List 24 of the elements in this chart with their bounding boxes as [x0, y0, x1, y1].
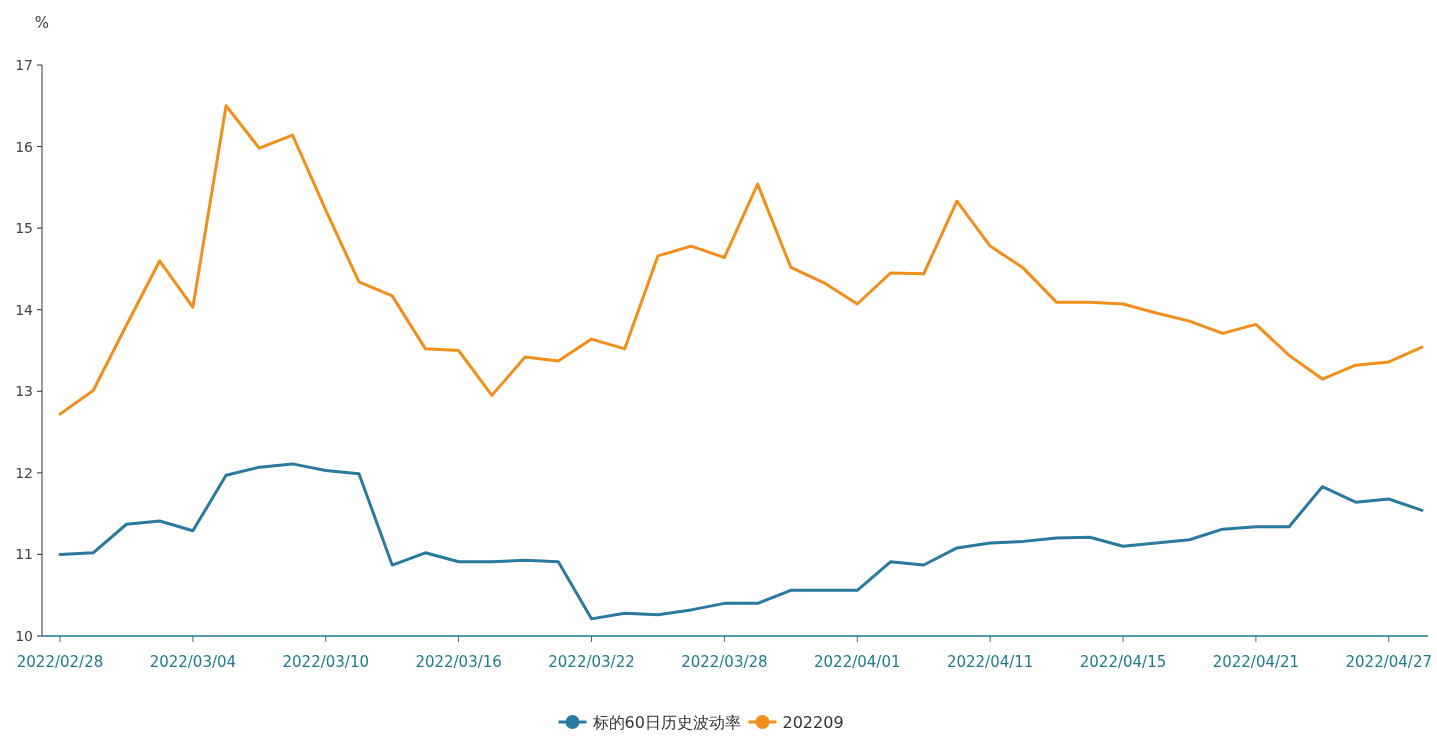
x-tick-label: 2022/03/22 — [548, 653, 635, 671]
y-tick-label: 16 — [15, 138, 34, 155]
y-tick-label: 10 — [15, 628, 33, 644]
x-tick-label: 2022/02/28 — [16, 653, 104, 671]
legend-label: 标的60日历史波动率 — [591, 713, 741, 732]
line-series — [58, 104, 1424, 416]
y-axis-title: % — [34, 14, 50, 32]
y-tick-label: 17 — [15, 57, 33, 73]
x-tick-label: 2022/03/28 — [681, 653, 768, 671]
x-tick-label: 2022/04/01 — [814, 653, 901, 671]
x-tick-label: 2022/03/10 — [282, 653, 369, 671]
x-tick-label: 2022/03/04 — [149, 653, 237, 671]
y-tick-label: 13 — [15, 383, 33, 400]
line-series — [58, 462, 1424, 621]
x-tick-label: 2022/04/11 — [946, 653, 1034, 671]
x-tick-label: 2022/04/15 — [1079, 653, 1167, 671]
legend-label: 202209 — [782, 713, 844, 732]
y-tick-label: 14 — [15, 301, 34, 318]
y-tick-label: 12 — [15, 464, 33, 481]
x-tick-label: 2022/04/27 — [1345, 653, 1433, 671]
y-tick-label: 11 — [15, 546, 33, 563]
x-tick-label: 2022/04/21 — [1212, 653, 1300, 671]
y-tick-label: 15 — [15, 220, 33, 237]
x-tick-label: 2022/03/16 — [415, 653, 502, 671]
